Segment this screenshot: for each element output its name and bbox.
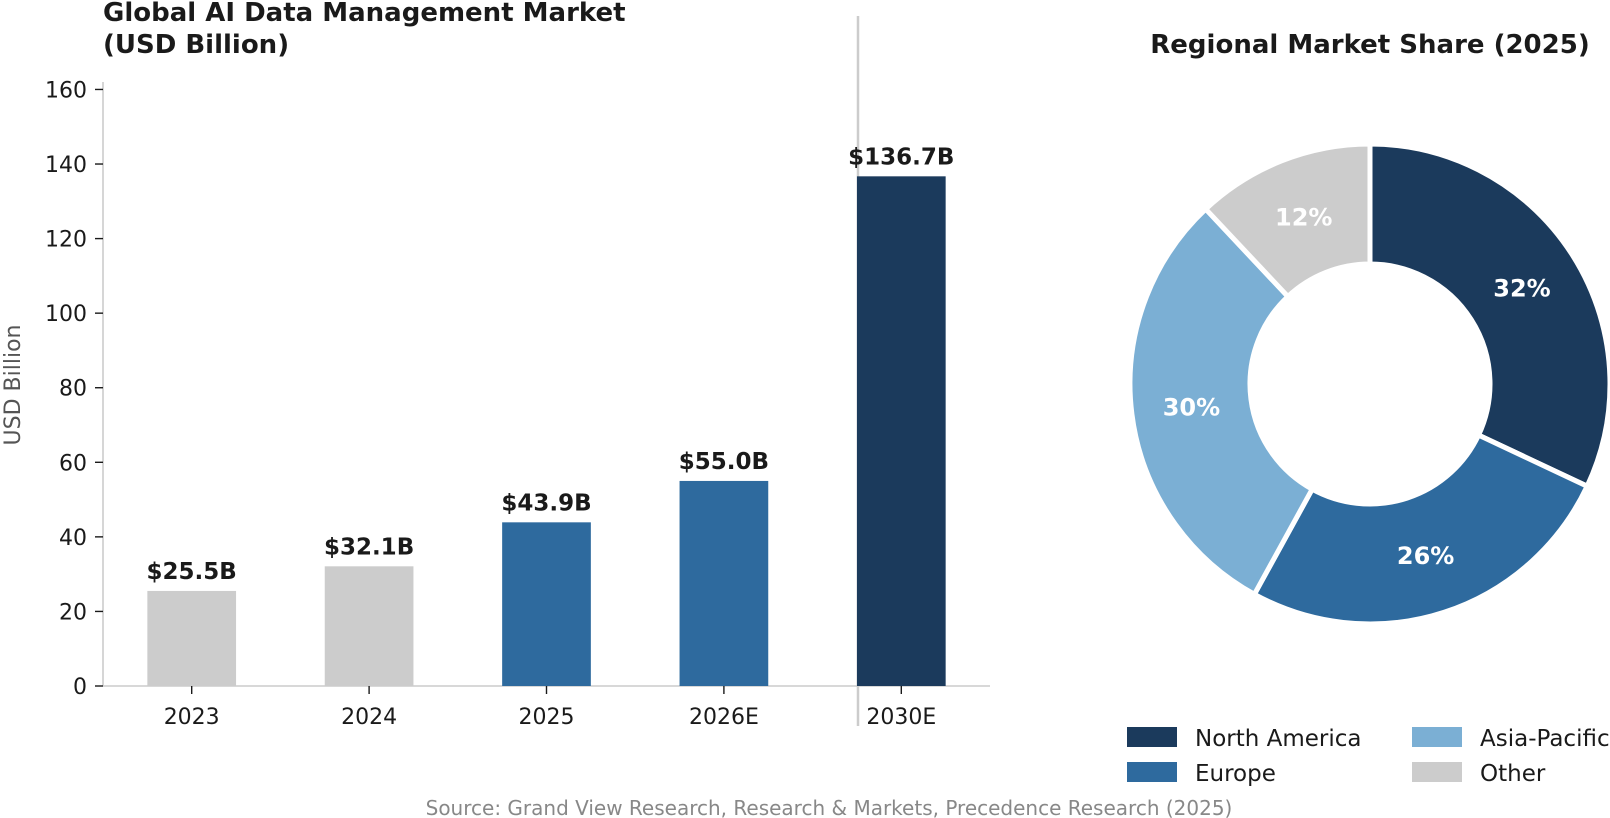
y-tick-label: 120 [45, 228, 87, 253]
y-tick-label: 140 [45, 153, 87, 178]
y-tick-label: 60 [59, 451, 87, 476]
legend-label: Other [1480, 761, 1546, 787]
donut-chart: Regional Market Share (2025) 32% 26% 30% 12… [1127, 30, 1610, 787]
x-tick-label: 2026E [689, 705, 759, 730]
bar [502, 522, 591, 686]
legend-swatch [1127, 727, 1177, 747]
x-tick-label: 2024 [341, 705, 397, 730]
bar-data-label: $32.1B [324, 534, 414, 560]
donut-slice [1250, 431, 1591, 627]
legend-swatch [1412, 762, 1462, 782]
donut-chart-title: Regional Market Share (2025) [1150, 30, 1589, 60]
bar-chart-title-line-1: Global AI Data Management Market [103, 0, 626, 28]
bar-data-label: $25.5B [147, 559, 237, 585]
bar-data-label: $43.9B [501, 490, 591, 516]
y-tick-label: 40 [59, 526, 87, 551]
slice-percent-label: 32% [1493, 275, 1550, 303]
y-ticks: 0 20 40 60 80 100 120 140 160 [45, 78, 103, 700]
y-tick-label: 80 [59, 377, 87, 402]
donut-slices: 32% 26% 30% 12% [1127, 141, 1610, 627]
donut-slice [1202, 141, 1373, 301]
x-tick-label: 2025 [519, 705, 575, 730]
slice-percent-label: 12% [1275, 204, 1332, 232]
legend-label: North America [1195, 726, 1362, 752]
bar [679, 480, 769, 686]
legend: North America Asia-Pacific Europe Other [1127, 726, 1610, 787]
x-tick-label: 2023 [164, 705, 220, 730]
y-tick-label: 160 [45, 78, 87, 103]
bars: $25.5B $32.1B $43.9B $55.0B $136.7B [147, 144, 954, 686]
legend-label: Europe [1195, 761, 1276, 787]
x-tick-label: 2030E [866, 705, 936, 730]
bar-chart: Global AI Data Management Market (USD Bi… [1, 0, 990, 730]
x-ticks: 2023 2024 2025 2026E 2030E [164, 686, 936, 730]
slice-percent-label: 26% [1397, 542, 1454, 570]
donut-slice [1127, 205, 1316, 598]
legend-swatch [1412, 727, 1462, 747]
legend-label: Asia-Pacific [1480, 726, 1610, 752]
bar [147, 590, 237, 686]
source-note: Source: Grand View Research, Research & … [426, 796, 1233, 818]
bar-chart-title-line-2: (USD Billion) [103, 30, 289, 60]
slice-percent-label: 30% [1163, 394, 1220, 422]
bar-data-label: $55.0B [679, 449, 769, 475]
donut-slice [1367, 141, 1610, 490]
bar-data-label: $136.7B [848, 144, 954, 170]
y-tick-label: 20 [59, 600, 87, 625]
y-axis-label: USD Billion [1, 325, 26, 446]
bar [324, 566, 414, 686]
bar [856, 176, 946, 686]
legend-swatch [1127, 762, 1177, 782]
y-tick-label: 0 [73, 675, 87, 700]
y-tick-label: 100 [45, 302, 87, 327]
